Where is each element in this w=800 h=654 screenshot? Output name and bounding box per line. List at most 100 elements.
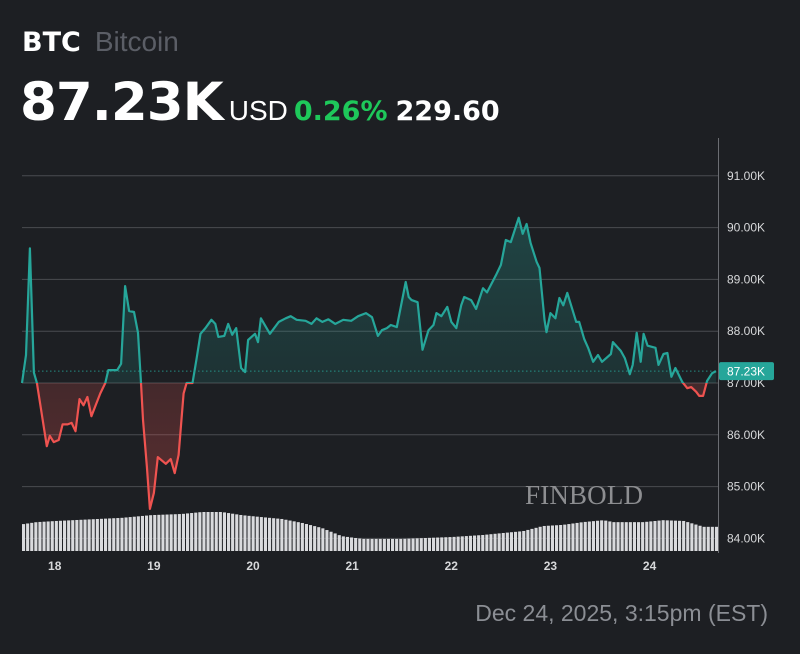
volume-bar xyxy=(534,527,538,551)
volume-bar xyxy=(575,522,579,551)
volume-bar xyxy=(698,525,702,551)
x-tick-label: 24 xyxy=(643,559,657,573)
volume-bar xyxy=(682,520,686,551)
current-price: 87.23K xyxy=(20,72,224,133)
volume-bar xyxy=(30,522,34,551)
volume-bar xyxy=(600,520,604,551)
volume-bar xyxy=(309,525,313,551)
volume-bar xyxy=(214,512,218,551)
volume-bar xyxy=(456,536,460,551)
volume-bar xyxy=(190,513,194,551)
volume-bar xyxy=(399,538,403,551)
volume-bar xyxy=(116,518,120,551)
volume-bar xyxy=(620,522,624,551)
ticker-symbol: BTC xyxy=(22,27,81,58)
volume-bar xyxy=(259,517,263,551)
volume-bar xyxy=(514,531,518,551)
volume-bar xyxy=(591,521,595,551)
volume-bar xyxy=(391,538,395,551)
volume-bar xyxy=(608,521,612,551)
volume-bar xyxy=(669,520,673,551)
price-line-up xyxy=(20,216,717,383)
volume-bar xyxy=(616,522,620,551)
change-percent: 0.26% xyxy=(293,96,388,127)
volume-bar xyxy=(370,538,374,551)
volume-bar xyxy=(432,537,436,551)
price-header: 87.23K USD 0.26% 229.60 xyxy=(20,72,500,133)
volume-bar xyxy=(501,532,505,551)
volume-bar xyxy=(550,525,554,551)
y-tick-label: 91.00K xyxy=(727,169,765,183)
volume-bar xyxy=(161,514,165,551)
volume-bar xyxy=(382,538,386,551)
volume-bar xyxy=(440,537,444,551)
volume-bar xyxy=(583,521,587,551)
volume-bar xyxy=(243,515,247,551)
volume-bar xyxy=(448,537,452,551)
volume-bar xyxy=(505,532,509,551)
volume-bar xyxy=(415,538,419,551)
y-tick-label: 88.00K xyxy=(727,324,765,338)
volume-bar xyxy=(653,520,657,551)
finbold-watermark: FINBOLD xyxy=(525,480,643,510)
volume-bar xyxy=(563,524,567,551)
volume-bar xyxy=(50,521,54,551)
volume-bar xyxy=(637,522,641,551)
volume-bar xyxy=(255,516,259,551)
volume-bar xyxy=(452,536,456,551)
volume-bar xyxy=(645,521,649,551)
volume-bar xyxy=(407,538,411,551)
volume-bar xyxy=(542,525,546,551)
volume-bar xyxy=(624,522,628,551)
volume-bar xyxy=(54,520,58,551)
volume-bar xyxy=(427,537,431,551)
area-fill-above-baseline xyxy=(22,217,717,383)
volume-bar xyxy=(423,538,427,551)
x-tick-label: 20 xyxy=(246,559,260,573)
x-tick-label: 19 xyxy=(147,559,161,573)
x-tick-label: 18 xyxy=(48,559,62,573)
volume-bar xyxy=(157,514,161,551)
volume-bar xyxy=(354,537,358,551)
timestamp: Dec 24, 2025, 3:15pm (EST) xyxy=(475,600,768,626)
volume-bar xyxy=(559,525,563,551)
volume-bar xyxy=(186,513,190,551)
volume-bar xyxy=(63,520,67,551)
volume-bar xyxy=(321,528,325,551)
volume-bar xyxy=(231,513,235,551)
volume-bar xyxy=(386,538,390,551)
volume-bar xyxy=(555,525,559,551)
volume-bar xyxy=(464,536,468,551)
volume-bar xyxy=(665,520,669,551)
y-tick-label: 89.00K xyxy=(727,272,765,286)
volume-bar xyxy=(460,536,464,551)
volume-bar xyxy=(468,535,472,551)
volume-bar xyxy=(67,520,71,551)
volume-bar xyxy=(612,522,616,551)
volume-bar xyxy=(26,523,30,551)
volume-bar xyxy=(280,518,284,551)
volume-bar xyxy=(165,514,169,551)
volume-bar xyxy=(686,522,690,551)
ticker-header: BTC Bitcoin xyxy=(22,26,179,58)
volume-bar xyxy=(124,517,128,551)
volume-bar xyxy=(694,524,698,551)
volume-bar xyxy=(206,512,210,551)
volume-bar xyxy=(518,531,522,551)
volume-bar xyxy=(345,536,349,551)
asset-name: Bitcoin xyxy=(94,26,179,57)
volume-bar xyxy=(71,520,75,551)
volume-bar xyxy=(702,526,706,551)
volume-bar xyxy=(87,519,91,551)
volume-bar xyxy=(362,538,366,551)
volume-bar xyxy=(304,524,308,551)
volume-bar xyxy=(58,520,62,551)
volume-bar xyxy=(276,518,280,551)
volume-bar xyxy=(579,522,583,551)
volume-bar xyxy=(374,538,378,551)
volume-bar xyxy=(112,518,116,551)
volume-bar xyxy=(358,538,362,551)
volume-bar xyxy=(153,514,157,551)
volume-bar xyxy=(268,517,272,551)
